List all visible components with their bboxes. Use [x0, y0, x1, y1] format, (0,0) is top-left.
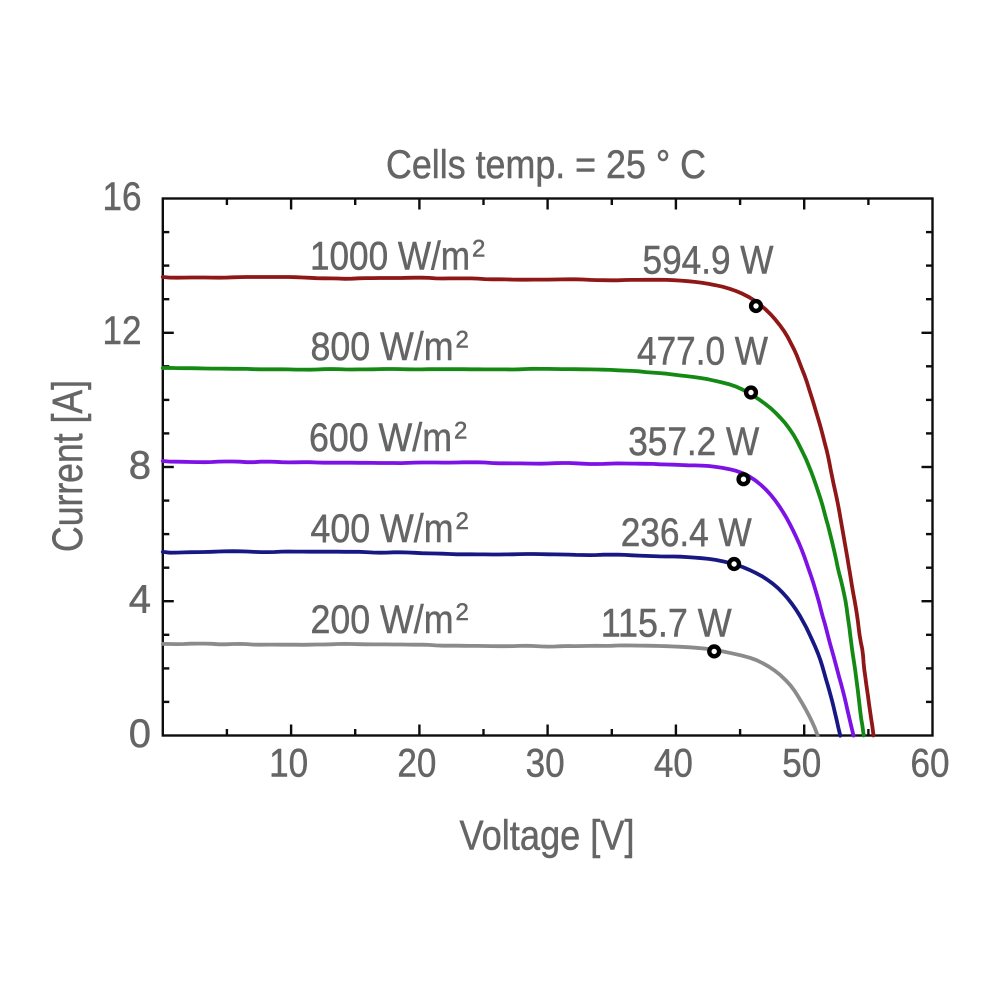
svg-text:357.2 W: 357.2 W — [628, 420, 759, 464]
svg-text:12: 12 — [103, 309, 142, 353]
svg-text:50: 50 — [782, 742, 821, 786]
svg-text:16: 16 — [103, 175, 142, 219]
svg-text:594.9 W: 594.9 W — [643, 239, 774, 283]
svg-text:1000 W/m: 1000 W/m — [310, 234, 470, 278]
svg-text:Current [A]: Current [A] — [45, 380, 92, 552]
svg-text:40: 40 — [654, 742, 693, 786]
svg-text:20: 20 — [397, 742, 436, 786]
svg-text:Voltage [V]: Voltage [V] — [460, 812, 635, 859]
svg-text:4: 4 — [129, 578, 151, 622]
svg-text:60: 60 — [910, 742, 949, 786]
svg-text:236.4 W: 236.4 W — [621, 511, 752, 555]
svg-text:0: 0 — [129, 712, 151, 756]
svg-text:200 W/m: 200 W/m — [311, 598, 454, 642]
svg-text:400 W/m: 400 W/m — [311, 507, 454, 551]
svg-text:30: 30 — [526, 742, 565, 786]
svg-text:2: 2 — [456, 326, 469, 353]
svg-text:8: 8 — [129, 443, 151, 487]
svg-text:2: 2 — [456, 508, 469, 535]
svg-text:600 W/m: 600 W/m — [309, 416, 452, 460]
svg-text:115.7 W: 115.7 W — [601, 602, 732, 646]
svg-text:Cells temp. = 25 ° C: Cells temp. = 25 ° C — [386, 143, 706, 187]
svg-text:10: 10 — [269, 742, 308, 786]
svg-text:2: 2 — [472, 236, 485, 263]
svg-text:800 W/m: 800 W/m — [311, 325, 454, 369]
svg-text:477.0 W: 477.0 W — [637, 329, 768, 373]
svg-text:2: 2 — [456, 599, 469, 626]
svg-text:2: 2 — [454, 417, 467, 444]
